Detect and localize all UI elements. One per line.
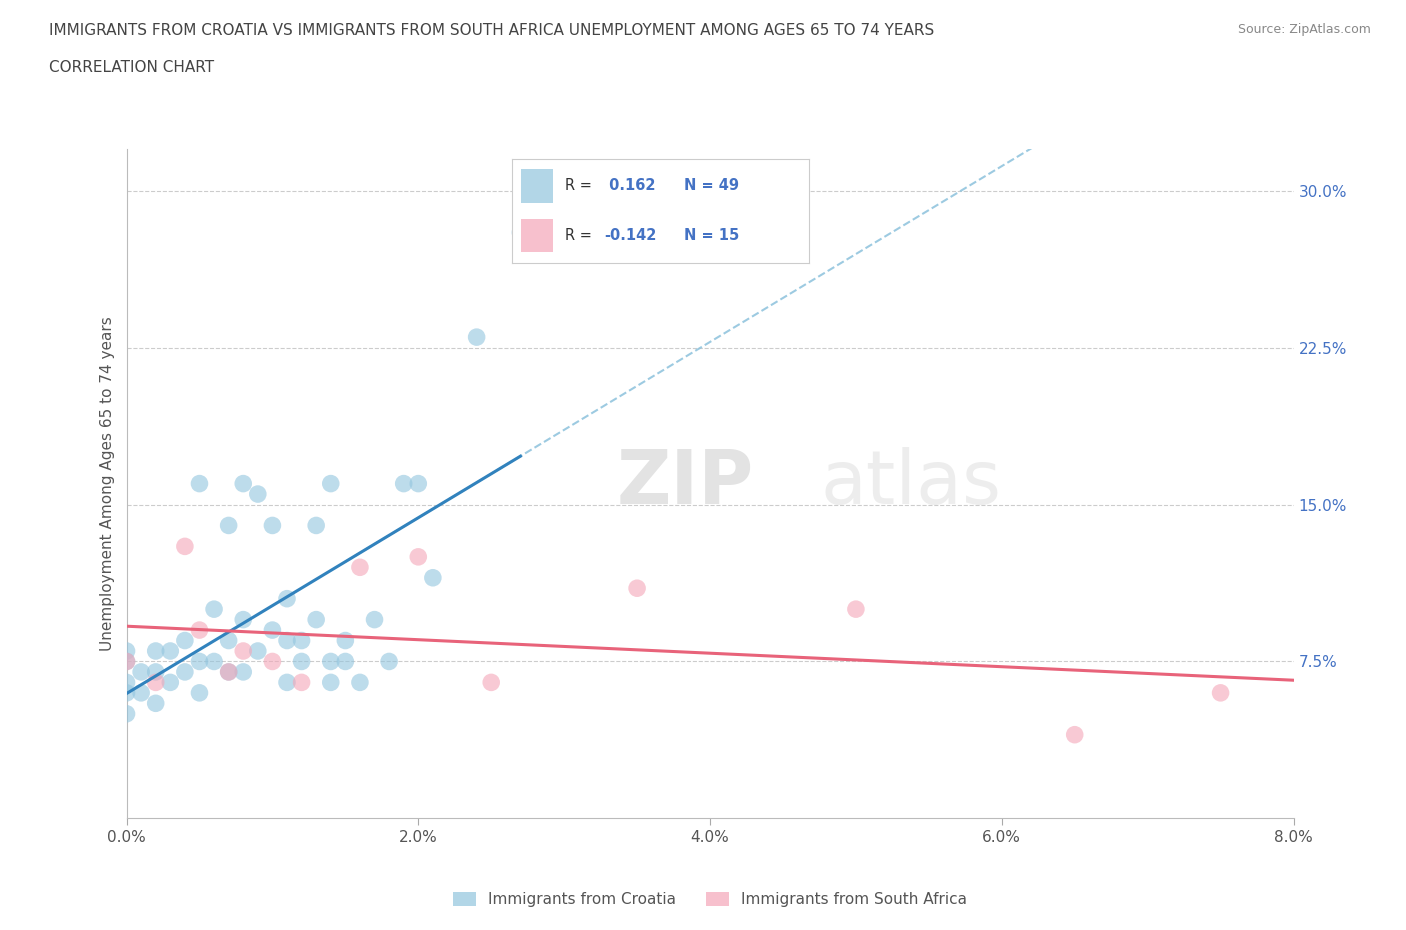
Point [246, 486, 269, 501]
Point [262, 518, 284, 533]
Point [159, 644, 181, 658]
Point [290, 654, 312, 669]
Point [408, 550, 430, 565]
Text: CORRELATION CHART: CORRELATION CHART [49, 60, 214, 75]
Point [232, 612, 254, 627]
Point [262, 623, 284, 638]
Point [1063, 727, 1085, 742]
Point [115, 685, 138, 700]
Point [408, 476, 430, 491]
Point [319, 675, 342, 690]
Point [276, 591, 298, 606]
Legend: Immigrants from Croatia, Immigrants from South Africa: Immigrants from Croatia, Immigrants from… [447, 886, 973, 913]
Point [246, 644, 269, 658]
Point [129, 685, 152, 700]
Point [349, 560, 371, 575]
Point [188, 623, 211, 638]
Point [145, 665, 167, 680]
Point [349, 675, 371, 690]
Point [174, 633, 197, 648]
Point [1209, 685, 1232, 700]
Text: IMMIGRANTS FROM CROATIA VS IMMIGRANTS FROM SOUTH AFRICA UNEMPLOYMENT AMONG AGES : IMMIGRANTS FROM CROATIA VS IMMIGRANTS FR… [49, 23, 935, 38]
Point [335, 633, 357, 648]
Point [276, 633, 298, 648]
Point [262, 654, 284, 669]
Point [145, 696, 167, 711]
Point [188, 654, 211, 669]
Point [115, 654, 138, 669]
Point [232, 476, 254, 491]
Point [218, 518, 240, 533]
Text: Source: ZipAtlas.com: Source: ZipAtlas.com [1237, 23, 1371, 36]
Point [188, 685, 211, 700]
Point [145, 675, 167, 690]
Point [232, 644, 254, 658]
Point [174, 539, 197, 554]
Point [465, 330, 488, 345]
Point [392, 476, 415, 491]
Point [305, 518, 328, 533]
Point [218, 665, 240, 680]
Point [290, 633, 312, 648]
Point [174, 665, 197, 680]
Point [218, 665, 240, 680]
Point [218, 633, 240, 648]
Point [290, 675, 312, 690]
Point [479, 675, 502, 690]
Point [115, 654, 138, 669]
Point [202, 602, 225, 617]
Point [202, 654, 225, 669]
Point [159, 675, 181, 690]
Point [115, 644, 138, 658]
Point [626, 580, 648, 596]
Point [129, 665, 152, 680]
Point [115, 707, 138, 722]
Text: ZIP: ZIP [617, 447, 754, 520]
Point [305, 612, 328, 627]
Point [422, 570, 444, 585]
Point [509, 225, 531, 240]
Point [319, 654, 342, 669]
Point [188, 476, 211, 491]
Point [319, 476, 342, 491]
Text: atlas: atlas [821, 447, 1002, 520]
Point [378, 654, 401, 669]
Point [363, 612, 385, 627]
Point [232, 665, 254, 680]
Y-axis label: Unemployment Among Ages 65 to 74 years: Unemployment Among Ages 65 to 74 years [100, 316, 115, 651]
Point [276, 675, 298, 690]
Point [145, 644, 167, 658]
Point [845, 602, 868, 617]
Point [115, 675, 138, 690]
Point [335, 654, 357, 669]
